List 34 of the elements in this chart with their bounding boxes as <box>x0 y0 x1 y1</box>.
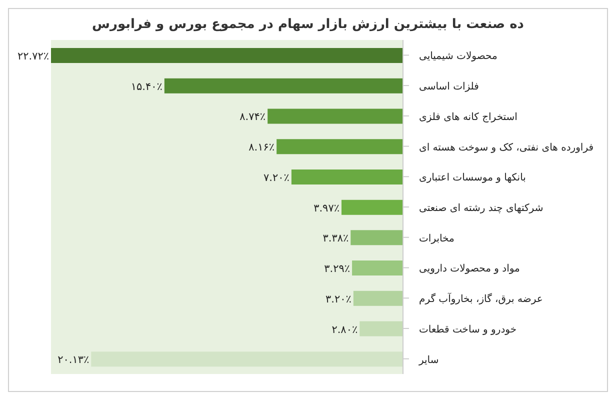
y-tick-label: فلزات اساسی <box>419 82 480 93</box>
bar <box>91 352 403 367</box>
bar <box>352 260 403 276</box>
y-tick-label: مخابرات <box>419 233 454 244</box>
y-tick-label: عرضه برق، گاز، بخاروآب گرم <box>419 292 543 306</box>
bar <box>51 48 403 63</box>
y-tick-label: فراورده های نفتی، کک و سوخت هسته ای <box>419 142 594 154</box>
data-label: ۳.۲۹٪ <box>324 263 350 276</box>
bar <box>276 139 403 154</box>
data-label: ۲۰.۱۳٪ <box>58 354 90 366</box>
y-tick-label: بانکها و موسسات اعتباری <box>419 172 526 184</box>
bar <box>291 169 403 184</box>
data-label: ۳.۳۸٪ <box>322 232 349 245</box>
bar <box>353 290 403 306</box>
bar <box>164 78 403 94</box>
data-label: ۲۲.۷۲٪ <box>17 50 49 62</box>
data-label: ۲.۸۰٪ <box>332 324 358 336</box>
y-tick-label: استخراج کانه های فلزی <box>419 112 518 123</box>
data-label: ۸.۱۶٪ <box>248 142 275 154</box>
data-label: ۷.۲۰٪ <box>264 172 290 184</box>
data-label: ۸.۷۴٪ <box>240 111 266 124</box>
data-label: ۳.۲۰٪ <box>326 293 352 306</box>
y-tick-label: محصولات شیمیایی <box>419 51 498 62</box>
bar <box>360 321 403 336</box>
bar <box>350 230 403 246</box>
bar <box>341 200 403 215</box>
y-tick-label: خودرو و ساخت قطعات <box>419 324 517 336</box>
chart-title: ده صنعت با بیشترین ارزش بازار سهام در مجموع بورس و فرابورس <box>91 16 525 32</box>
y-tick-label: مواد و محصولات دارویی <box>419 264 520 275</box>
data-label: ۳.۹۷٪ <box>314 202 340 214</box>
y-tick-label: شرکتهای چند رشته ای صنعتی <box>419 203 544 214</box>
data-label: ۱۵.۴۰٪ <box>130 80 162 93</box>
y-tick-label: سایر <box>418 354 439 366</box>
bar <box>268 108 403 124</box>
